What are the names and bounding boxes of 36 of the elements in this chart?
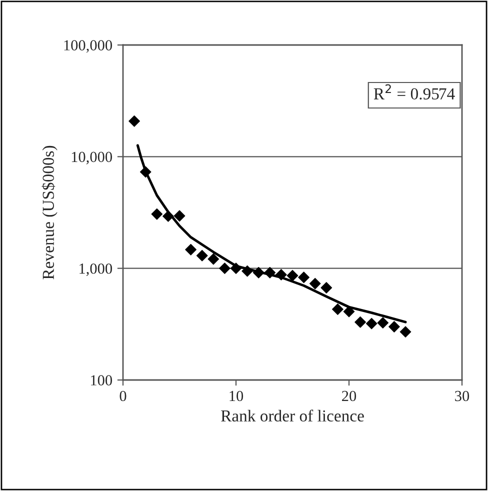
point <box>219 262 230 274</box>
point <box>128 115 140 127</box>
x-tick-label: 30 <box>455 390 470 402</box>
point <box>196 250 208 262</box>
point <box>162 210 174 222</box>
y-axis-title: Revenue (US$000s) <box>42 146 58 280</box>
point <box>400 326 412 338</box>
x-tick-label: 0 <box>120 390 126 402</box>
annotation: R$^{2}$ = 0.9574 <box>374 84 455 100</box>
point <box>366 318 378 330</box>
point <box>252 266 264 278</box>
x-tick-label: 20 <box>342 390 356 402</box>
point <box>388 321 400 332</box>
point <box>377 317 389 329</box>
point <box>309 278 321 290</box>
x-axis-title: Rank order of licence <box>221 410 364 422</box>
point <box>276 269 287 280</box>
point <box>332 304 344 315</box>
point <box>140 166 152 178</box>
point <box>264 266 276 278</box>
point <box>320 282 332 294</box>
y-tick-label: 10,000 <box>72 152 112 164</box>
y-tick-label: 1,000 <box>80 263 112 276</box>
point <box>343 306 355 318</box>
point <box>298 272 310 284</box>
point <box>208 253 220 265</box>
point <box>185 244 196 256</box>
point <box>242 265 253 277</box>
x-tick-label: 10 <box>230 390 244 402</box>
y-tick-label: 100 <box>91 375 112 386</box>
point <box>151 208 163 220</box>
point <box>230 262 242 274</box>
point <box>354 316 366 328</box>
point <box>174 210 186 222</box>
y-tick-label: 100,000 <box>64 40 112 53</box>
point <box>286 270 298 282</box>
